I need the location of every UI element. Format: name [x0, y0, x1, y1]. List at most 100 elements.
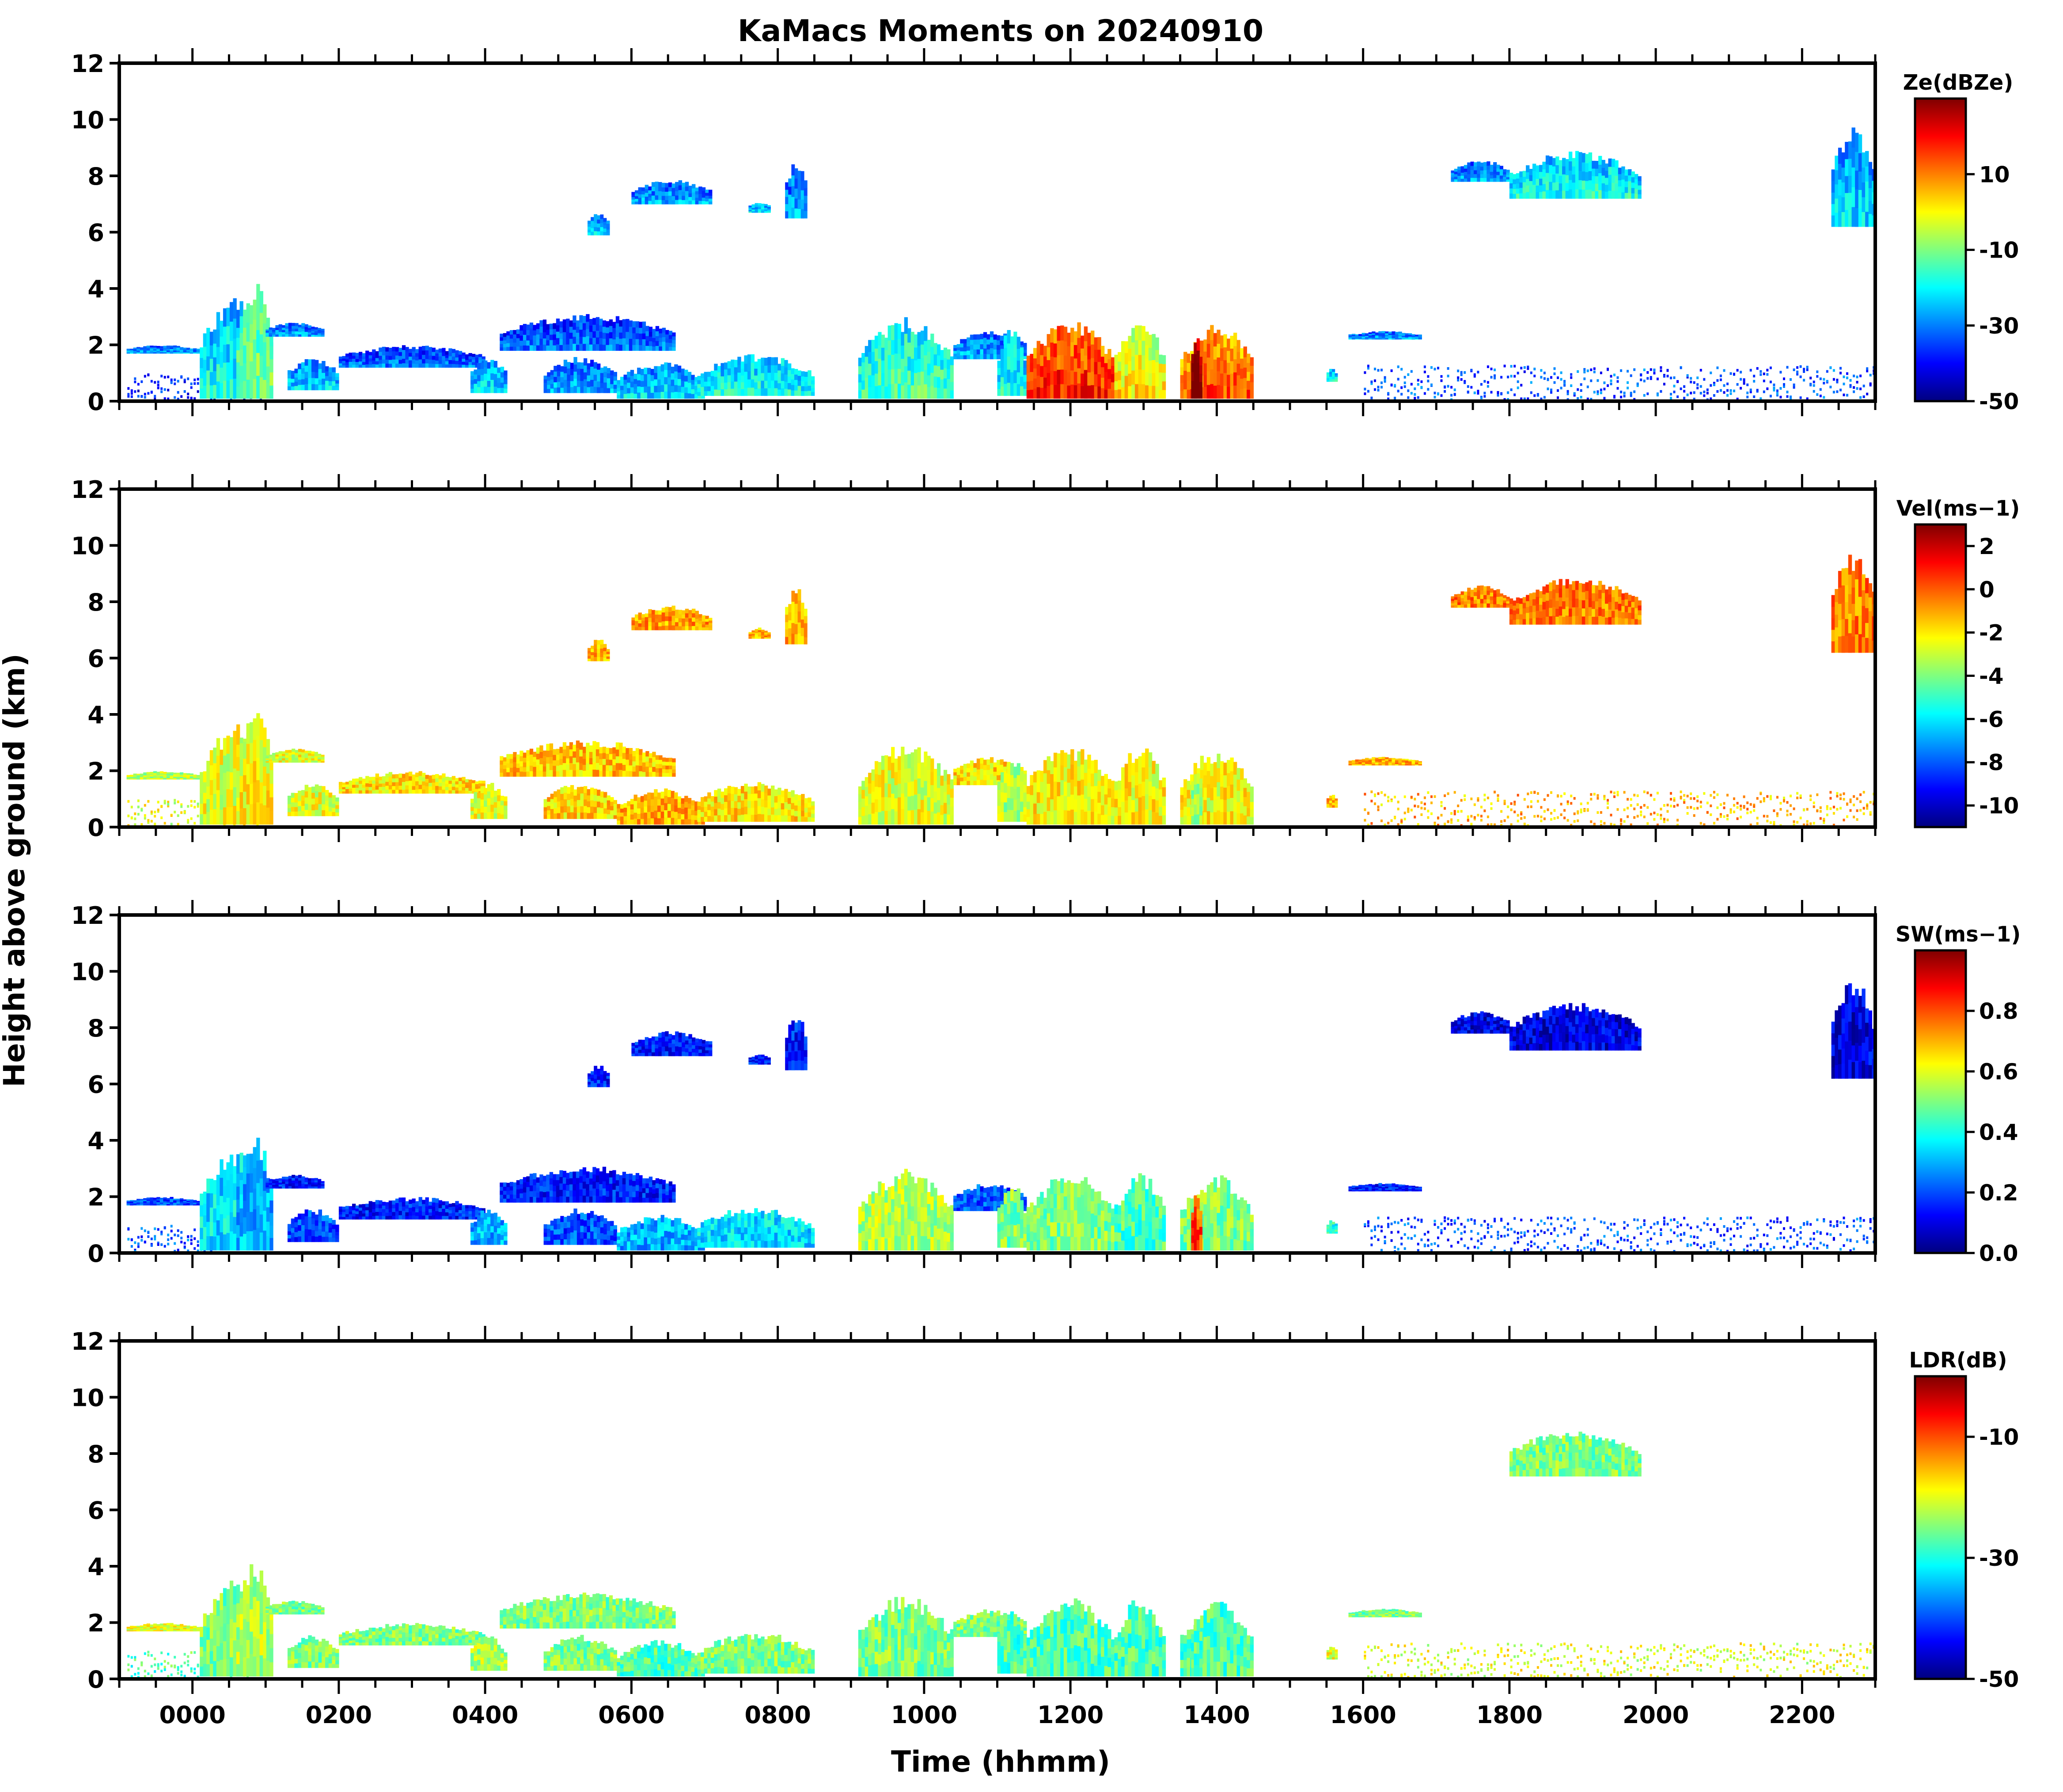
echo-cell — [751, 786, 755, 794]
echo-cell — [159, 347, 164, 349]
echo-cell — [288, 334, 292, 337]
echo-cell — [897, 323, 902, 339]
echo-cell — [771, 365, 775, 373]
echo-cell — [1084, 341, 1088, 356]
echo-speck — [1377, 369, 1380, 372]
echo-speck — [1460, 378, 1463, 381]
echo-cell — [684, 818, 688, 825]
echo-speck — [1536, 394, 1539, 397]
echo-cell — [569, 332, 573, 339]
echo-cell — [1118, 370, 1122, 380]
echo-cell — [594, 214, 598, 219]
echo-cell — [613, 811, 617, 816]
echo-cell — [472, 782, 476, 786]
echo-cell — [1835, 156, 1839, 171]
echo-cell — [322, 384, 326, 391]
echo-cell — [637, 797, 641, 803]
echo-cell — [662, 761, 666, 766]
echo-speck — [1729, 372, 1732, 375]
echo-cell — [654, 392, 658, 399]
echo-cell — [617, 820, 621, 825]
echo-cell — [256, 757, 260, 780]
echo-cell — [1555, 182, 1559, 190]
echo-cell — [546, 340, 550, 346]
echo-cell — [787, 797, 792, 804]
echo-cell — [359, 786, 363, 790]
echo-cell — [1183, 361, 1187, 371]
echo-cell — [1381, 338, 1386, 340]
echo-cell — [298, 759, 302, 763]
echo-cell — [335, 386, 339, 391]
echo-speck — [1683, 390, 1686, 393]
echo-cell — [587, 795, 591, 801]
echo-cell — [359, 790, 363, 794]
echo-cell — [213, 809, 217, 825]
echo-cell — [385, 363, 389, 368]
echo-cell — [602, 747, 607, 753]
echo-cell — [1180, 383, 1184, 391]
echo-cell — [737, 808, 741, 816]
echo-cell — [584, 812, 588, 819]
echo-speck — [154, 823, 156, 826]
echo-cell — [1457, 178, 1461, 182]
echo-cell — [639, 322, 643, 328]
echo-cell — [1016, 360, 1020, 372]
echo-cell — [645, 330, 649, 336]
echo-speck — [1473, 391, 1476, 395]
echo-cell — [359, 355, 363, 359]
echo-cell — [1087, 385, 1091, 399]
echo-cell — [684, 369, 688, 376]
echo-cell — [697, 391, 701, 396]
echo-cell — [797, 795, 801, 801]
echo-cell — [1233, 333, 1237, 346]
echo-cell — [1155, 349, 1159, 362]
echo-cell — [667, 790, 671, 797]
echo-cell — [1388, 334, 1392, 337]
echo-speck — [154, 811, 156, 813]
echo-cell — [500, 800, 504, 805]
echo-cell — [1845, 159, 1849, 176]
echo-speck — [134, 812, 137, 815]
echo-cell — [1415, 336, 1419, 338]
echo-cell — [1408, 335, 1412, 338]
echo-cell — [1030, 389, 1034, 399]
echo-cell — [655, 755, 660, 760]
echo-cell — [223, 344, 227, 363]
echo-cell — [973, 344, 977, 349]
echo-cell — [550, 383, 554, 389]
echo-cell — [1227, 338, 1231, 351]
echo-cell — [744, 379, 748, 388]
echo-cell — [233, 358, 237, 379]
echo-cell — [1023, 381, 1027, 389]
echo-cell — [606, 771, 610, 777]
echo-cell — [294, 381, 298, 386]
echo-cell — [458, 778, 463, 781]
echo-cell — [587, 801, 591, 807]
echo-cell — [622, 770, 626, 777]
echo-cell — [884, 374, 888, 387]
echo-cell — [146, 775, 150, 777]
echo-cell — [1326, 380, 1330, 382]
echo-cell — [163, 778, 167, 780]
echo-cell — [662, 332, 666, 338]
echo-cell — [808, 385, 812, 391]
echo-cell — [315, 366, 319, 372]
echo-cell — [1588, 180, 1593, 190]
echo-cell — [576, 380, 581, 387]
echo-cell — [435, 357, 439, 361]
echo-cell — [632, 345, 636, 351]
echo-cell — [1542, 169, 1546, 177]
echo-speck — [193, 800, 196, 803]
echo-cell — [256, 284, 260, 308]
echo-cell — [180, 776, 184, 778]
echo-cell — [1087, 345, 1091, 360]
echo-cell — [1199, 382, 1202, 391]
echo-cell — [190, 350, 193, 352]
echo-cell — [590, 787, 594, 794]
echo-cell — [465, 357, 469, 360]
echo-cell — [717, 801, 721, 809]
echo-cell — [226, 326, 230, 345]
echo-cell — [196, 776, 200, 777]
echo-cell — [586, 328, 590, 337]
echo-cell — [774, 809, 778, 816]
